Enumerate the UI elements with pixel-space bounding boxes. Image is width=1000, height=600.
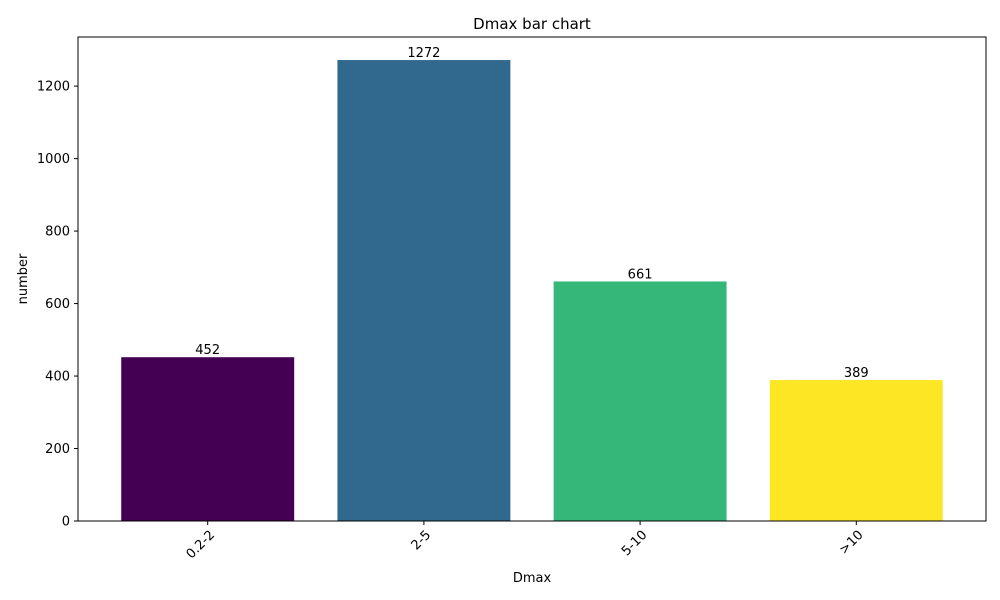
y-tick-label: 600 [45,297,70,312]
axes-layer [77,36,987,522]
x-ticks-layer: 0.2-2 2-5 5-10 >10 [184,521,867,562]
y-axis-label: number [16,253,31,304]
x-axis-label: Dmax [513,571,552,586]
y-tick-label: 200 [45,442,70,457]
bars-layer [121,60,943,522]
bar-value-label: 452 [195,343,220,358]
bar-3 [553,281,727,521]
x-tick-label: 0.2-2 [184,528,218,562]
x-tick-label: >10 [837,528,867,558]
bar-value-label: 389 [844,366,869,381]
chart-title: Dmax bar chart [473,15,591,33]
data-labels-layer: 452 1272 661 389 [195,46,868,381]
y-ticks-layer: 0 200 400 600 800 1000 1200 [37,80,78,530]
y-tick-label: 1200 [37,80,70,95]
bar-value-label: 1272 [407,46,440,61]
plot-frame [77,36,987,522]
bar-1 [121,357,295,521]
bar-2 [337,60,511,522]
x-tick-label: 2-5 [409,528,435,554]
y-tick-label: 0 [62,515,70,530]
bar-4 [769,380,943,521]
bar-value-label: 661 [628,267,653,282]
y-tick-label: 800 [45,225,70,240]
y-tick-label: 400 [45,370,70,385]
x-tick-label: 5-10 [619,528,650,559]
y-tick-label: 1000 [37,152,70,167]
